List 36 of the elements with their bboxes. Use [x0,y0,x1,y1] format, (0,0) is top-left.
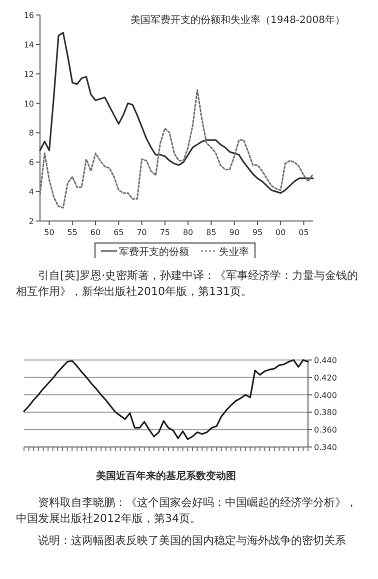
text: 资料取自李晓鹏：《这个国家会好吗：中国崛起的经济学分析》，中国发展出版社2012年版，第34页。 [15,495,358,527]
line-series [39,32,314,194]
x-tick-label: 80 [182,228,194,237]
y-tick-label: 0.420 [314,373,337,382]
y-tick-label: 12 [24,70,34,79]
x-tick-label: 75 [160,228,170,237]
y-tick-label: 10 [24,99,34,108]
legend-label: 军费开支的份额 [119,246,189,258]
line-series [23,359,309,440]
y-tick-label: 6 [28,158,34,168]
y-tick-label: 0.380 [314,408,337,418]
y-tick-label: 16 [24,11,34,20]
x-tick-label: 50 [44,228,54,237]
x-tick-label: 95 [252,228,263,237]
text: 美国近百年来的基尼系数变动图 [95,470,236,482]
x-tick-label: 85 [206,228,216,237]
y-tick-label: 8 [28,128,34,138]
x-tick-label: 65 [114,228,124,237]
y-tick-label: 0.440 [314,356,337,365]
text: 说明：这两幅图表反映了美国的国内稳定与海外战争的密切关系 [37,533,347,549]
y-tick-label: 4 [28,188,34,197]
x-tick-label: 70 [136,228,147,237]
x-tick-label: 00 [276,228,286,237]
y-tick-label: 0.340 [314,443,337,452]
x-tick-label: 60 [90,228,101,237]
line-series [39,89,314,209]
y-tick-label: 2 [28,217,34,226]
x-tick-label: 90 [229,228,240,237]
y-tick-label: 14 [24,40,34,50]
text: 引自[英]罗恩·史密斯著，孙建中译：《军事经济学：力量与金钱的相互作用》，新华出版社2010年版，第131页。 [15,268,360,300]
x-tick-label: 05 [298,228,309,237]
y-tick-label: 0.400 [314,390,337,400]
chart-title: 美国军费开支的份额和失业率（1948-2008年） [130,14,345,26]
legend-label: 失业率 [219,246,249,258]
x-tick-label: 55 [67,228,78,237]
y-tick-label: 0.360 [314,426,337,435]
